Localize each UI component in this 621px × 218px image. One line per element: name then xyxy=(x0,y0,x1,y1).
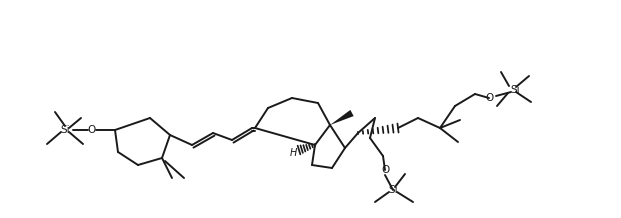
Text: Si: Si xyxy=(510,85,520,95)
Text: O: O xyxy=(88,125,96,135)
Polygon shape xyxy=(330,110,354,125)
Text: Si: Si xyxy=(60,125,70,135)
Text: H: H xyxy=(289,148,297,158)
Text: Si: Si xyxy=(388,185,398,195)
Text: O: O xyxy=(485,93,493,103)
Text: O: O xyxy=(382,165,390,175)
